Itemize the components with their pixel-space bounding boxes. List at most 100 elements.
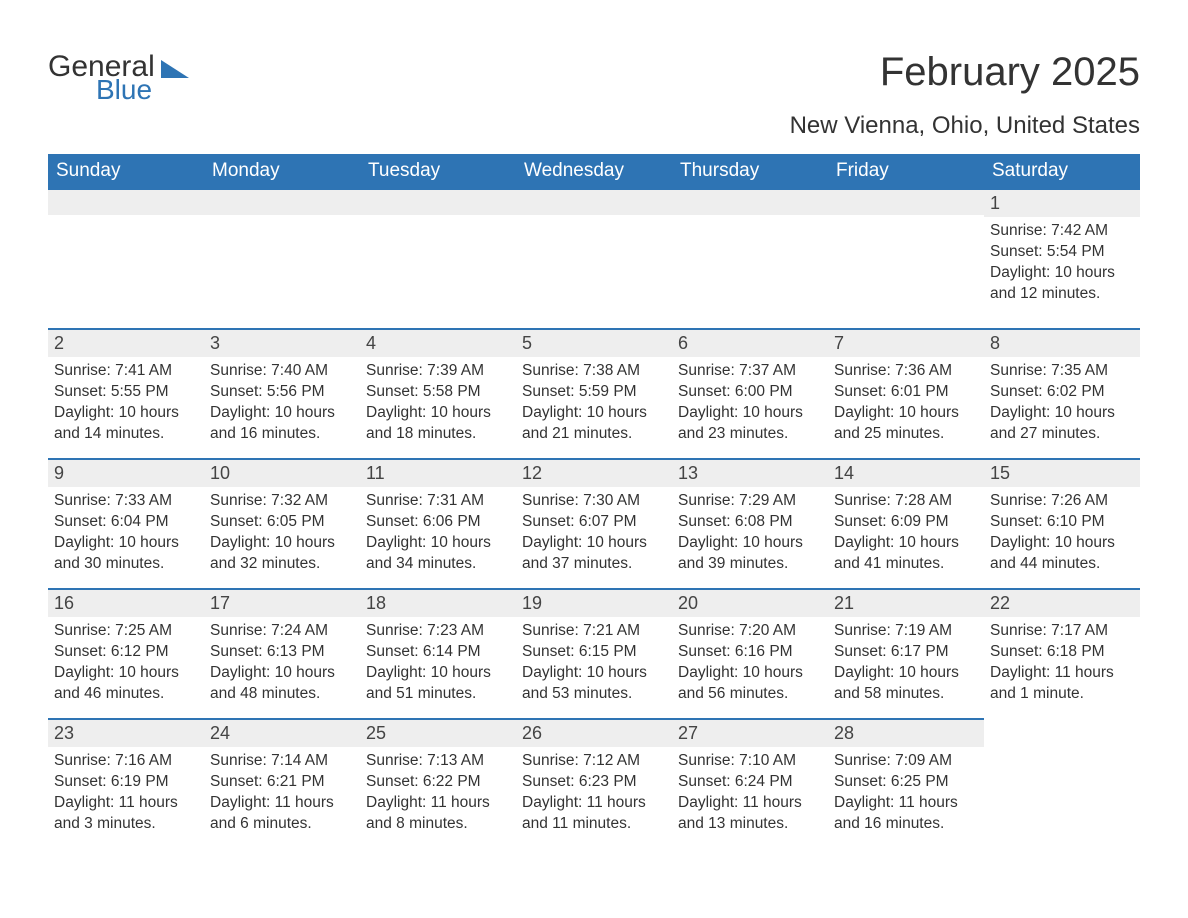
sunrise-text: Sunrise: 7:42 AM	[990, 221, 1134, 242]
sunrise-text: Sunrise: 7:29 AM	[678, 491, 822, 512]
day-number: 23	[48, 718, 204, 747]
calendar-cell: 1 Sunrise: 7:42 AMSunset: 5:54 PMDaylight…	[984, 188, 1140, 328]
calendar-cell: 13Sunrise: 7:29 AMSunset: 6:08 PMDayligh…	[672, 458, 828, 588]
calendar-cell: 2Sunrise: 7:41 AMSunset: 5:55 PMDaylight…	[48, 328, 204, 458]
calendar-cell: 8 Sunrise: 7:35 AMSunset: 6:02 PMDaylight…	[984, 328, 1140, 458]
sunset-text: Sunset: 6:24 PM	[678, 772, 822, 793]
location-label: New Vienna, Ohio, United States	[48, 112, 1140, 140]
calendar-cell	[984, 718, 1140, 848]
empty-day-bar	[672, 188, 828, 215]
calendar-cell	[48, 188, 204, 328]
empty-day-bar	[828, 188, 984, 215]
day-number: 15	[984, 458, 1140, 487]
sunset-text: Sunset: 6:19 PM	[54, 772, 198, 793]
day-detail: Sunrise: 7:38 AMSunset: 5:59 PMDaylight:…	[516, 357, 672, 453]
daylight-text: Daylight: 10 hours and 56 minutes.	[678, 663, 822, 705]
daylight-text: Daylight: 11 hours and 8 minutes.	[366, 793, 510, 835]
day-detail: Sunrise: 7:29 AMSunset: 6:08 PMDaylight:…	[672, 487, 828, 583]
calendar-cell: 10Sunrise: 7:32 AMSunset: 6:05 PMDayligh…	[204, 458, 360, 588]
sunrise-text: Sunrise: 7:35 AM	[990, 361, 1134, 382]
day-detail: Sunrise: 7:24 AMSunset: 6:13 PMDaylight:…	[204, 617, 360, 713]
sunrise-text: Sunrise: 7:09 AM	[834, 751, 978, 772]
sunset-text: Sunset: 6:09 PM	[834, 512, 978, 533]
day-detail: Sunrise: 7:16 AMSunset: 6:19 PMDaylight:…	[48, 747, 204, 843]
day-number: 1	[984, 188, 1140, 217]
day-number: 28	[828, 718, 984, 747]
daylight-text: Daylight: 10 hours and 12 minutes.	[990, 263, 1134, 305]
calendar-cell: 7Sunrise: 7:36 AMSunset: 6:01 PMDaylight…	[828, 328, 984, 458]
sunset-text: Sunset: 6:04 PM	[54, 512, 198, 533]
day-detail: Sunrise: 7:31 AMSunset: 6:06 PMDaylight:…	[360, 487, 516, 583]
empty-day-bar	[204, 188, 360, 215]
daylight-text: Daylight: 10 hours and 23 minutes.	[678, 403, 822, 445]
day-detail: Sunrise: 7:41 AMSunset: 5:55 PMDaylight:…	[48, 357, 204, 453]
day-number: 13	[672, 458, 828, 487]
sunrise-text: Sunrise: 7:14 AM	[210, 751, 354, 772]
day-detail: Sunrise: 7:26 AMSunset: 6:10 PMDaylight:…	[984, 487, 1140, 583]
day-detail: Sunrise: 7:30 AMSunset: 6:07 PMDaylight:…	[516, 487, 672, 583]
daylight-text: Daylight: 10 hours and 41 minutes.	[834, 533, 978, 575]
calendar-cell: 15Sunrise: 7:26 AMSunset: 6:10 PMDayligh…	[984, 458, 1140, 588]
sunset-text: Sunset: 6:02 PM	[990, 382, 1134, 403]
sunrise-text: Sunrise: 7:17 AM	[990, 621, 1134, 642]
daylight-text: Daylight: 10 hours and 27 minutes.	[990, 403, 1134, 445]
sunrise-text: Sunrise: 7:32 AM	[210, 491, 354, 512]
weekday-header: Wednesday	[516, 154, 672, 188]
day-number: 8	[984, 328, 1140, 357]
brand-logo: General Blue	[48, 50, 189, 106]
sunrise-text: Sunrise: 7:19 AM	[834, 621, 978, 642]
calendar-cell: 4Sunrise: 7:39 AMSunset: 5:58 PMDaylight…	[360, 328, 516, 458]
daylight-text: Daylight: 10 hours and 30 minutes.	[54, 533, 198, 575]
calendar-cell	[672, 188, 828, 328]
day-number: 5	[516, 328, 672, 357]
sunset-text: Sunset: 6:06 PM	[366, 512, 510, 533]
empty-day-bar	[516, 188, 672, 215]
daylight-text: Daylight: 10 hours and 46 minutes.	[54, 663, 198, 705]
sunrise-text: Sunrise: 7:31 AM	[366, 491, 510, 512]
calendar-cell: 5Sunrise: 7:38 AMSunset: 5:59 PMDaylight…	[516, 328, 672, 458]
calendar-week-row: 23Sunrise: 7:16 AMSunset: 6:19 PMDayligh…	[48, 718, 1140, 848]
weekday-header: Thursday	[672, 154, 828, 188]
sunset-text: Sunset: 6:05 PM	[210, 512, 354, 533]
calendar-week-row: 16Sunrise: 7:25 AMSunset: 6:12 PMDayligh…	[48, 588, 1140, 718]
calendar-table: Sunday Monday Tuesday Wednesday Thursday…	[48, 154, 1140, 848]
day-number: 6	[672, 328, 828, 357]
calendar-cell: 25Sunrise: 7:13 AMSunset: 6:22 PMDayligh…	[360, 718, 516, 848]
day-number: 24	[204, 718, 360, 747]
day-number: 18	[360, 588, 516, 617]
calendar-cell	[828, 188, 984, 328]
daylight-text: Daylight: 10 hours and 18 minutes.	[366, 403, 510, 445]
sunset-text: Sunset: 5:54 PM	[990, 242, 1134, 263]
daylight-text: Daylight: 11 hours and 11 minutes.	[522, 793, 666, 835]
day-number: 10	[204, 458, 360, 487]
calendar-week-row: 9Sunrise: 7:33 AMSunset: 6:04 PMDaylight…	[48, 458, 1140, 588]
day-detail: Sunrise: 7:12 AMSunset: 6:23 PMDaylight:…	[516, 747, 672, 843]
calendar-cell: 24Sunrise: 7:14 AMSunset: 6:21 PMDayligh…	[204, 718, 360, 848]
day-number: 14	[828, 458, 984, 487]
calendar-cell: 23Sunrise: 7:16 AMSunset: 6:19 PMDayligh…	[48, 718, 204, 848]
day-number: 27	[672, 718, 828, 747]
sunset-text: Sunset: 6:10 PM	[990, 512, 1134, 533]
day-detail: Sunrise: 7:28 AMSunset: 6:09 PMDaylight:…	[828, 487, 984, 583]
daylight-text: Daylight: 10 hours and 39 minutes.	[678, 533, 822, 575]
sunrise-text: Sunrise: 7:23 AM	[366, 621, 510, 642]
day-number: 12	[516, 458, 672, 487]
calendar-cell: 28Sunrise: 7:09 AMSunset: 6:25 PMDayligh…	[828, 718, 984, 848]
sunset-text: Sunset: 6:17 PM	[834, 642, 978, 663]
day-detail: Sunrise: 7:17 AMSunset: 6:18 PMDaylight:…	[984, 617, 1140, 713]
header-row: General Blue February 2025	[48, 50, 1140, 106]
day-number: 2	[48, 328, 204, 357]
calendar-page: General Blue February 2025 New Vienna, O…	[0, 0, 1188, 888]
sunset-text: Sunset: 6:13 PM	[210, 642, 354, 663]
day-detail: Sunrise: 7:14 AMSunset: 6:21 PMDaylight:…	[204, 747, 360, 843]
daylight-text: Daylight: 10 hours and 34 minutes.	[366, 533, 510, 575]
sunrise-text: Sunrise: 7:13 AM	[366, 751, 510, 772]
calendar-cell	[516, 188, 672, 328]
sunset-text: Sunset: 6:23 PM	[522, 772, 666, 793]
day-detail: Sunrise: 7:40 AMSunset: 5:56 PMDaylight:…	[204, 357, 360, 453]
calendar-cell	[360, 188, 516, 328]
brand-part2: Blue	[96, 74, 189, 106]
sunrise-text: Sunrise: 7:28 AM	[834, 491, 978, 512]
weekday-header: Sunday	[48, 154, 204, 188]
day-number: 22	[984, 588, 1140, 617]
